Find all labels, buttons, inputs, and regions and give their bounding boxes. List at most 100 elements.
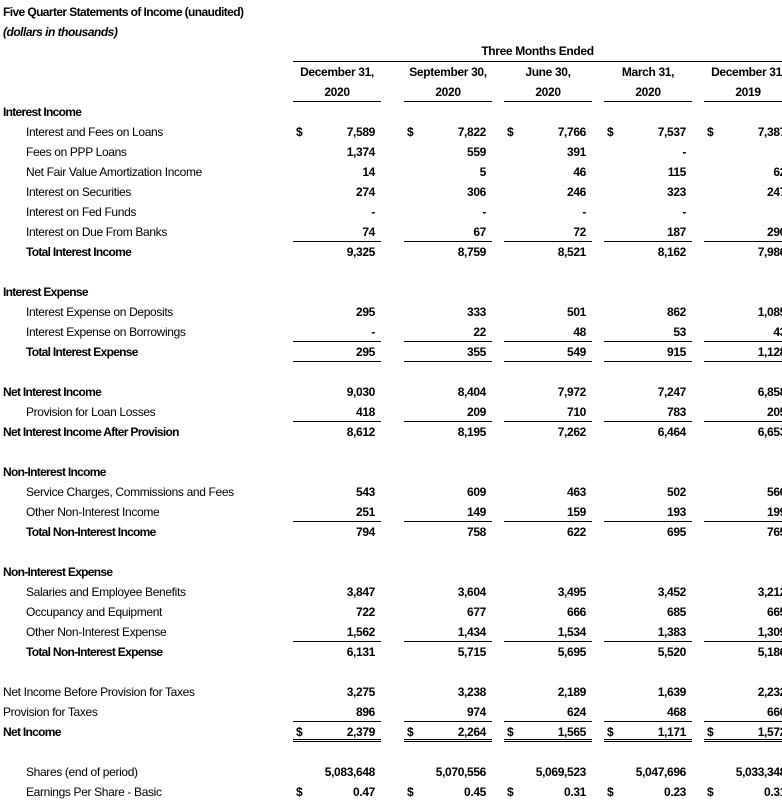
currency-symbol [404,183,407,202]
value: 306 [467,184,486,199]
value-cell: 3,238 [404,683,492,702]
currency-symbol [504,603,507,622]
value-cell: 5 [404,163,492,182]
row-label: Shares (end of period) [26,764,138,779]
currency-symbol [604,183,607,202]
value: - [371,324,375,339]
value: 7,247 [657,384,687,399]
currency-symbol [604,223,607,241]
value: 9,030 [346,384,376,399]
currency-symbol [704,683,707,702]
currency-symbol: $ [607,724,614,739]
currency-symbol [404,603,407,622]
table-row: Interest on Due From Banks 74 67 72 187 290 [0,222,782,242]
value-cell: 22 [404,323,492,342]
value-cell: 72 [504,223,592,242]
value-cell: 915 [604,343,692,362]
value-cell: 3,604 [404,583,492,602]
value-cell: - [604,203,692,222]
currency-symbol [293,143,296,162]
currency-symbol [504,303,507,322]
value-cell: 1,374 [293,143,381,162]
currency-symbol [504,143,507,162]
value-cell: 783 [604,403,692,422]
column-header-line1: December 31, [711,64,782,79]
value: 7,822 [457,124,487,139]
table-row: Net Income$2,379$2,264$1,565$1,171$1,572 [0,722,782,742]
currency-symbol [504,203,507,222]
currency-symbol [404,403,407,421]
value: 609 [467,484,486,499]
table-row: Total Non-Interest Expense 6,131 5,715 5,69… [0,642,782,662]
spacer-row [0,542,782,562]
value-cell: 8,612 [293,423,381,442]
currency-symbol [704,143,707,162]
row-label: Interest and Fees on Loans [26,124,163,139]
currency-symbol [504,243,507,262]
value: 7,972 [557,384,587,399]
value-cell: $0.23 [604,783,692,802]
value: 115 [667,164,687,179]
value: 74 [362,224,375,239]
value: - [682,204,686,219]
currency-symbol [604,643,607,662]
currency-symbol [293,223,296,241]
row-label: Service Charges, Commissions and Fees [26,484,234,499]
row-label: Interest Expense on Deposits [26,304,173,319]
value-cell: $7,822 [404,123,492,142]
currency-symbol [293,623,296,641]
currency-symbol [504,643,507,662]
period-header: Three Months Ended [293,42,782,62]
table-row: Net Fair Value Amortization Income 14 5 46 1… [0,162,782,182]
value-cell: 1,085 [704,303,782,322]
currency-symbol [293,323,296,341]
value: 463 [567,484,586,499]
currency-symbol [404,623,407,641]
currency-symbol [504,343,507,361]
value-cell: $7,766 [504,123,592,142]
value: 149 [467,504,486,519]
value-cell: 3,212 [704,583,782,602]
value-cell: 5,070,556 [404,763,492,782]
currency-symbol: $ [296,784,303,799]
currency-symbol [404,703,407,721]
currency-symbol [704,523,707,542]
currency-symbol: $ [407,724,414,739]
value-cell: 246 [504,183,592,202]
value: 6,131 [346,644,376,659]
value-cell: 502 [604,483,692,502]
currency-symbol [504,623,507,641]
currency-symbol [504,323,507,341]
value: 3,452 [657,584,687,599]
value-cell: 1,562 [293,623,381,642]
income-table: Three Months Ended December 31, September… [0,42,782,802]
currency-symbol [293,203,296,222]
value: 72 [573,224,586,239]
currency-symbol [504,523,507,542]
currency-symbol [504,423,507,442]
currency-symbol [293,703,296,721]
value: 187 [667,224,686,239]
section-header-row: Interest Income [0,102,782,122]
value-cell: 765 [704,523,782,542]
value: 624 [567,704,586,719]
currency-symbol [404,483,407,502]
value-cell: - [404,203,492,222]
value-cell: 1,383 [604,623,692,642]
value: 5,083,648 [324,764,376,779]
value-cell: 3,847 [293,583,381,602]
value: 8,759 [457,244,487,259]
statement-subtitle: (dollars in thousands) [3,25,118,39]
row-label: Net Fair Value Amortization Income [26,164,202,179]
value: 7,589 [346,124,376,139]
value-cell: 193 [604,503,692,522]
value-cell: 5,047,696 [604,763,692,782]
value: 666 [567,604,586,619]
value: 5,047,696 [635,764,687,779]
value-cell: 43 [704,323,782,342]
row-label: Total Non-Interest Expense [26,644,163,659]
value-cell: 6,464 [604,423,692,442]
currency-symbol [293,243,296,262]
table-row: Total Interest Income 9,325 8,759 8,521 8,16… [0,242,782,262]
